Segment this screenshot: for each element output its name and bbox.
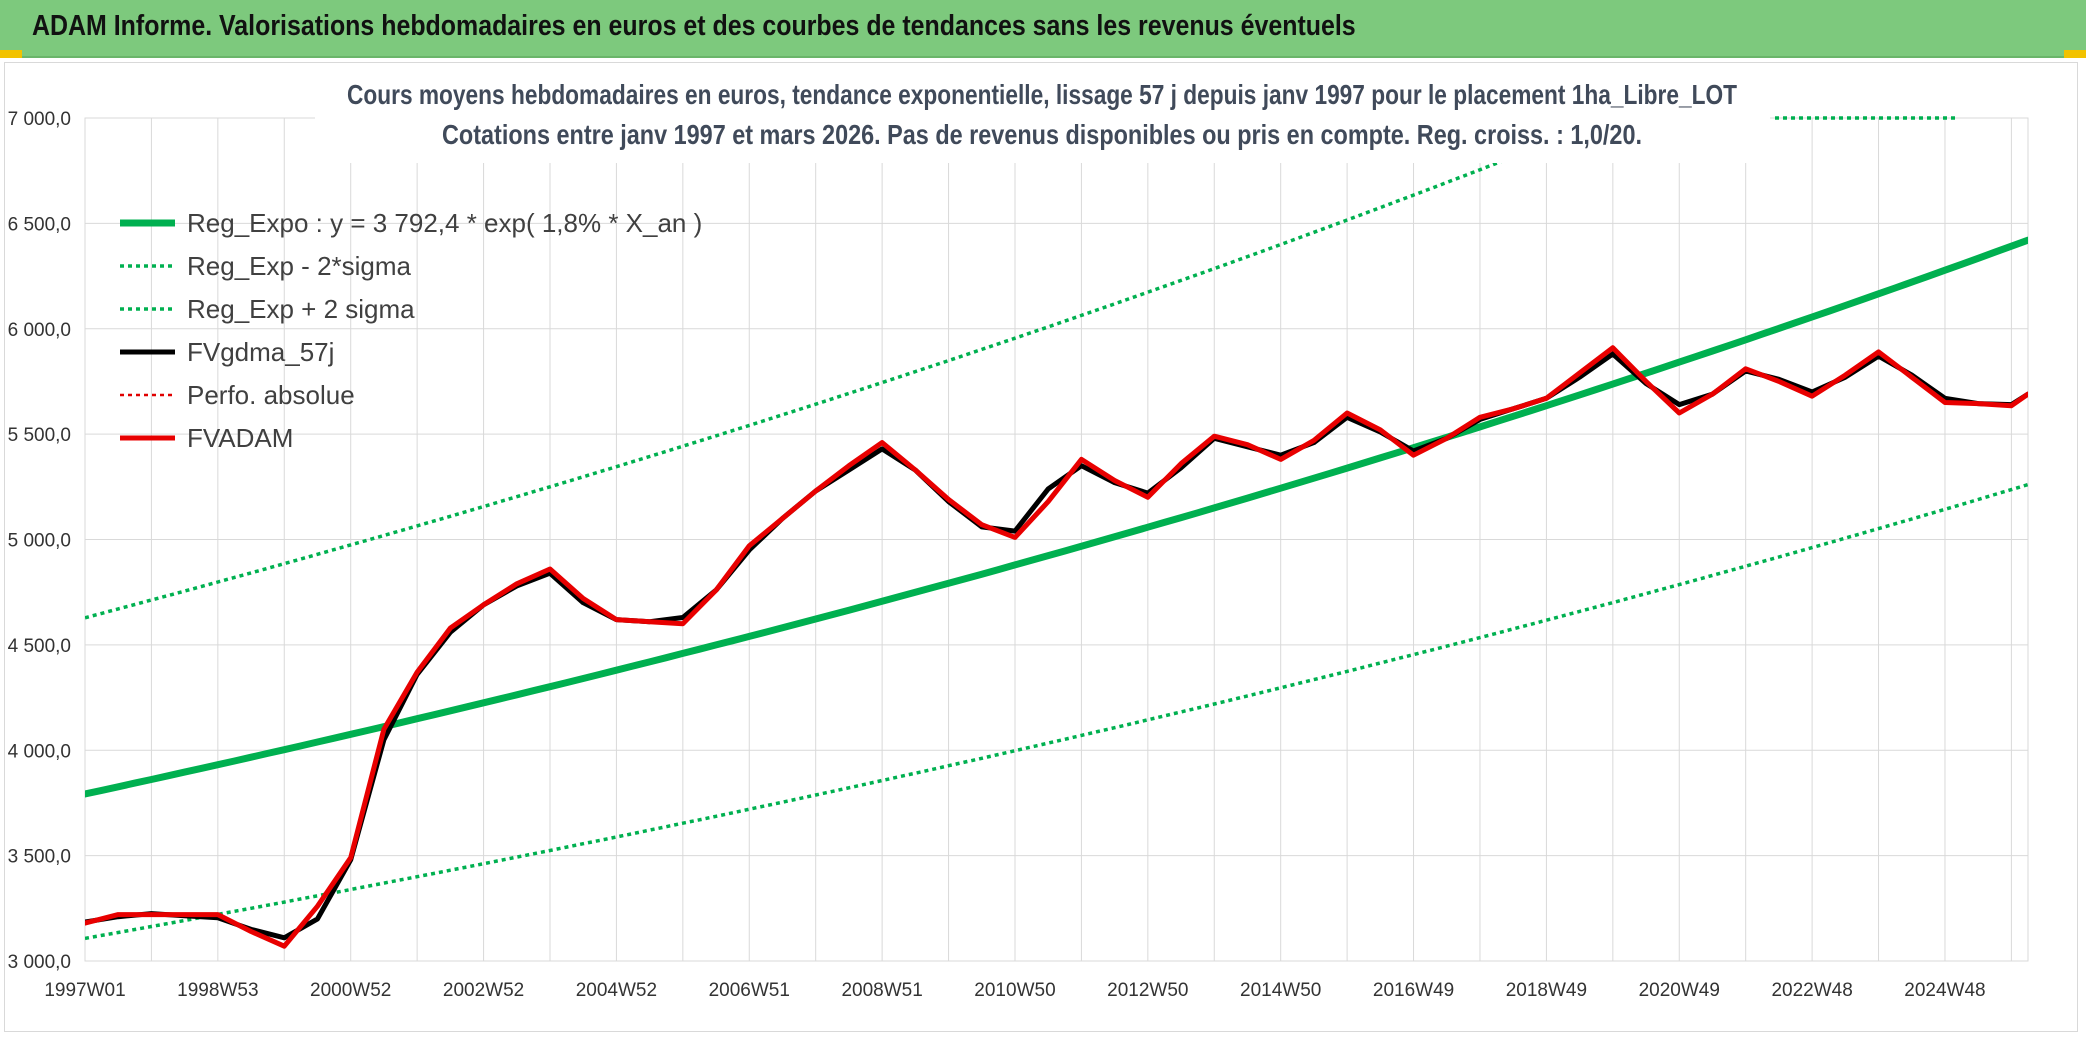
header-bar: ADAM Informe. Valorisations hebdomadaire… xyxy=(0,0,2086,58)
y-tick-label: 6 500,0 xyxy=(8,214,71,235)
x-tick-label: 2014W50 xyxy=(1240,980,1321,1001)
x-tick-label: 2018W49 xyxy=(1506,980,1587,1001)
x-tick-label: 2022W48 xyxy=(1771,980,1852,1001)
y-axis-ticks: 3 000,0 3 500,0 4 000,0 4 500,0 5 000,0 5 500… xyxy=(8,109,71,973)
y-tick-label: 5 500,0 xyxy=(8,425,71,446)
x-tick-label: 2006W51 xyxy=(709,980,790,1001)
series-line-smooth xyxy=(85,351,2028,941)
y-tick-label: 6 000,0 xyxy=(8,320,71,341)
y-tick-label: 5 000,0 xyxy=(8,531,71,552)
page-title: ADAM Informe. Valorisations hebdomadaire… xyxy=(32,10,1356,42)
x-tick-label: 2004W52 xyxy=(576,980,657,1001)
header-corner-left xyxy=(0,50,22,58)
series-line-raw xyxy=(85,345,2028,949)
x-tick-label: 2002W52 xyxy=(443,980,524,1001)
x-tick-label: 1998W53 xyxy=(177,980,258,1001)
y-tick-label: 4 500,0 xyxy=(8,636,71,657)
x-axis-ticks: 1997W01 1998W53 2000W52 2002W52 2004W52 2006W… xyxy=(44,980,1985,1001)
x-tick-label: 1997W01 xyxy=(44,980,125,1001)
y-tick-label: 4 000,0 xyxy=(8,741,71,762)
legend-label-perfo: Perfo. absolue xyxy=(187,380,355,410)
x-tick-label: 2000W52 xyxy=(310,980,391,1001)
x-tick-label: 2008W51 xyxy=(841,980,922,1001)
grid-lines xyxy=(84,117,2029,962)
series-group xyxy=(85,118,2028,949)
legend-label-reg: Reg_Expo : y = 3 792,4 * exp( 1,8% * X_a… xyxy=(187,208,702,238)
y-tick-label: 3 500,0 xyxy=(8,847,71,868)
series-layer xyxy=(85,118,2028,949)
line-chart: 3 000,0 3 500,0 4 000,0 4 500,0 5 000,0 5 500… xyxy=(8,63,2029,1001)
series-line-reg xyxy=(85,236,2028,798)
legend-label-raw: FVADAM xyxy=(187,423,293,453)
title-backdrop xyxy=(315,63,1770,163)
x-tick-label: 2024W48 xyxy=(1904,980,1985,1001)
chart-title-line2: Cotations entre janv 1997 et mars 2026. … xyxy=(442,119,1642,150)
y-tick-label: 3 000,0 xyxy=(8,952,71,973)
legend-label-reg_high: Reg_Exp + 2 sigma xyxy=(187,294,415,324)
x-tick-label: 2010W50 xyxy=(974,980,1055,1001)
chart-area: 3 000,0 3 500,0 4 000,0 4 500,0 5 000,0 5 500… xyxy=(4,62,2078,1032)
x-tick-label: 2016W49 xyxy=(1373,980,1454,1001)
x-tick-label: 2012W50 xyxy=(1107,980,1188,1001)
series-line-reg_low xyxy=(85,482,2028,941)
legend-label-smooth: FVgdma_57j xyxy=(187,337,334,367)
x-tick-label: 2020W49 xyxy=(1639,980,1720,1001)
legend-label-reg_low: Reg_Exp - 2*sigma xyxy=(187,251,412,281)
legend: Reg_Expo : y = 3 792,4 * exp( 1,8% * X_a… xyxy=(120,116,1955,453)
chart-title-line1: Cours moyens hebdomadaires en euros, ten… xyxy=(347,79,1737,110)
y-tick-label: 7 000,0 xyxy=(8,109,71,130)
header-corner-right xyxy=(2064,50,2086,58)
